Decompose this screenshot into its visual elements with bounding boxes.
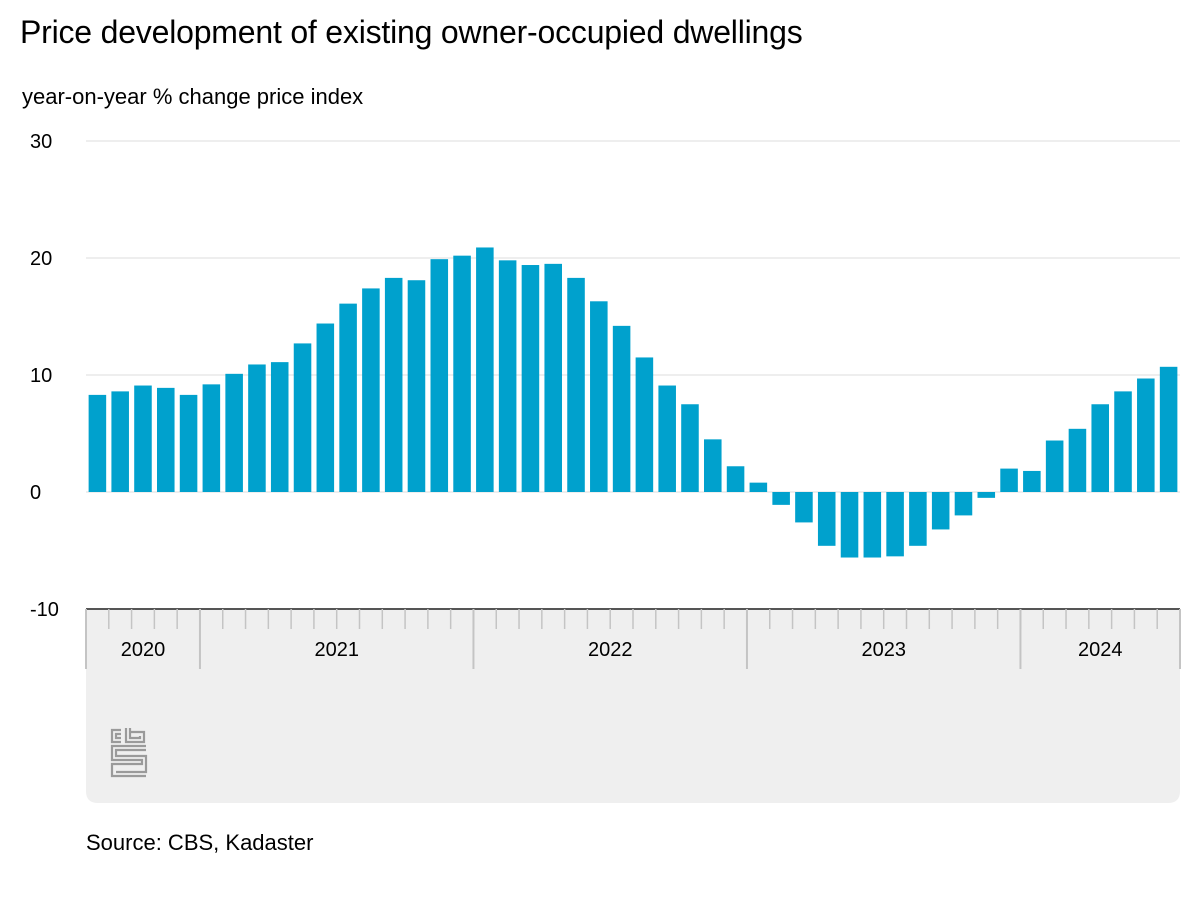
y-tick-label: 0 <box>30 482 41 504</box>
bar <box>909 492 927 546</box>
bar <box>453 255 471 492</box>
bar <box>316 323 335 492</box>
y-tick-label: 10 <box>30 365 52 387</box>
logo-c-inner <box>114 732 121 740</box>
bar <box>1137 378 1155 492</box>
bar <box>157 387 175 492</box>
bar <box>1023 470 1041 492</box>
bar <box>886 492 904 557</box>
y-tick-label: 30 <box>30 131 52 153</box>
logo-b <box>124 728 146 744</box>
cbs-logo-mark <box>110 728 148 778</box>
y-tick-label: -10 <box>30 599 59 621</box>
bar <box>726 466 745 492</box>
bar <box>658 385 676 492</box>
bar <box>1091 404 1109 492</box>
bar <box>521 265 540 492</box>
bar <box>498 260 517 492</box>
x-axis-background <box>86 609 1180 803</box>
bar <box>612 325 631 492</box>
bar <box>362 288 380 492</box>
bar <box>817 492 836 546</box>
chart-source: Source: CBS, Kadaster <box>86 830 314 855</box>
bar <box>567 277 585 492</box>
y-axis-ticks: 30 20 10 0 -10 <box>30 131 59 621</box>
bars <box>88 247 1178 558</box>
bar <box>681 404 699 492</box>
bar <box>704 439 722 492</box>
bar <box>863 492 882 558</box>
grid-lines <box>86 140 1180 493</box>
bar <box>88 394 107 492</box>
bar <box>635 357 654 492</box>
bar <box>339 303 357 492</box>
bar <box>476 247 494 492</box>
bar <box>772 492 790 505</box>
bar <box>840 492 859 558</box>
logo-s <box>110 744 146 778</box>
logo-s-inner <box>114 748 148 774</box>
cbs-logo-icon <box>110 728 148 778</box>
year-label: 2023 <box>861 639 906 661</box>
bar <box>270 362 289 492</box>
x-axis-panel: 2020 2021 2022 2023 2024 <box>85 608 1181 803</box>
bar <box>931 492 950 530</box>
bar <box>954 492 973 516</box>
bar <box>1045 440 1064 492</box>
bar <box>544 263 562 492</box>
y-tick-label: 20 <box>30 248 52 270</box>
logo-b-inner <box>128 728 142 740</box>
year-label: 2020 <box>121 639 166 661</box>
year-label: 2021 <box>314 639 359 661</box>
bar <box>293 343 312 492</box>
bar <box>977 492 996 498</box>
bar <box>795 492 813 523</box>
year-label: 2022 <box>588 639 633 661</box>
chart-subtitle: year-on-year % change price index <box>22 84 364 109</box>
year-label: 2024 <box>1078 639 1123 661</box>
bar <box>111 391 129 492</box>
chart-title: Price development of existing owner-occu… <box>20 14 803 50</box>
bar <box>384 277 403 492</box>
bar <box>1114 391 1132 492</box>
bar <box>1000 468 1018 492</box>
bar <box>1068 428 1087 492</box>
bar <box>407 280 426 492</box>
bar <box>179 394 198 492</box>
bar <box>749 482 768 492</box>
logo-c <box>110 728 121 744</box>
bar <box>1159 366 1178 492</box>
bar <box>202 384 221 492</box>
bar <box>225 373 243 492</box>
bar <box>590 301 608 492</box>
bar <box>134 385 152 492</box>
bar <box>430 259 449 492</box>
bar <box>248 364 266 492</box>
